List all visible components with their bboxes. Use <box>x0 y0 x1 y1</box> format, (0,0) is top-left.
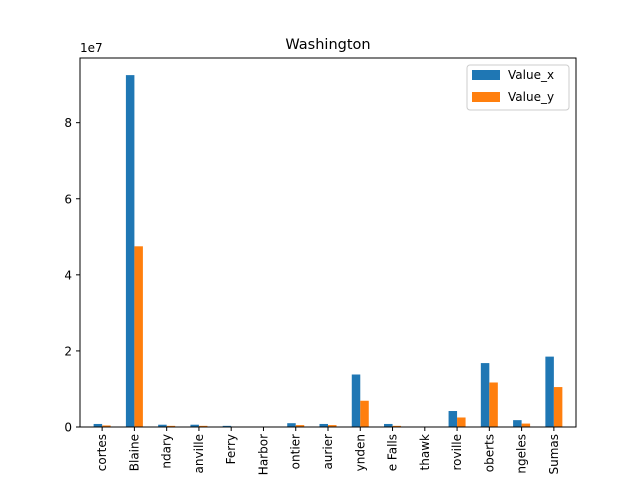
x-tick-label: cortes <box>95 434 109 471</box>
x-tick-label: Blaine <box>127 434 141 471</box>
x-tick-label: anville <box>192 434 206 473</box>
x-tick-label: Sumas <box>547 434 561 475</box>
legend: Value_x Value_y <box>466 64 570 111</box>
bar-value-x-4 <box>222 425 232 427</box>
chart-title: Washington <box>285 37 370 53</box>
plot-area-frame <box>79 57 577 428</box>
legend-label-value-y: Value_y <box>508 90 554 104</box>
bar-value-y-7 <box>328 425 337 427</box>
bar-value-x-11 <box>448 411 458 427</box>
y-tick-label: 4 <box>64 268 72 282</box>
x-tick-label: ndary <box>160 434 174 469</box>
x-tick-label: oberts <box>482 434 496 472</box>
bar-value-x-3 <box>190 424 199 427</box>
x-tick-label: Ferry <box>224 434 238 464</box>
bar-value-x-12 <box>480 363 490 427</box>
x-tick-label: roville <box>450 434 464 471</box>
y-axis-ticks: 0 2 4 6 8 <box>64 116 80 435</box>
legend-label-value-x: Value_x <box>508 68 554 82</box>
x-tick-label: ontier <box>289 434 303 469</box>
bar-value-y-8 <box>360 400 369 427</box>
bar-value-y-1 <box>134 246 143 427</box>
y-tick-label: 8 <box>64 116 72 130</box>
bar-value-y-14 <box>553 387 563 427</box>
x-tick-label: Harbor <box>256 434 270 475</box>
legend-swatch-value-y <box>472 92 500 102</box>
bars-layer <box>93 75 563 428</box>
bar-value-y-9 <box>392 425 402 427</box>
bar-value-y-0 <box>102 425 111 427</box>
y-tick-label: 0 <box>64 421 72 435</box>
x-tick-label: aurier <box>321 434 335 470</box>
bar-value-x-1 <box>125 75 135 428</box>
bar-value-x-8 <box>351 374 361 427</box>
bar-value-y-6 <box>295 425 305 427</box>
bar-value-y-11 <box>457 417 466 427</box>
x-axis-ticks: cortes Blaine ndary anville Ferry Harbor ontie… <box>95 427 561 475</box>
y-axis-offset-text: 1e7 <box>80 41 103 55</box>
y-tick-label: 6 <box>64 192 72 206</box>
bar-value-x-14 <box>545 356 554 427</box>
x-tick-label: thawk <box>418 434 432 470</box>
bar-value-x-13 <box>513 420 522 427</box>
bar-value-x-6 <box>287 423 296 427</box>
bar-value-x-2 <box>158 424 167 427</box>
bar-value-x-9 <box>384 423 393 427</box>
legend-swatch-value-x <box>472 70 500 80</box>
bar-value-y-2 <box>166 425 176 427</box>
bar-value-y-3 <box>198 425 208 427</box>
x-tick-label: ngeles <box>515 434 529 474</box>
bar-value-x-7 <box>319 423 328 427</box>
bar-value-y-12 <box>489 382 498 427</box>
bar-value-y-13 <box>521 423 531 427</box>
x-tick-label: ynden <box>353 434 367 471</box>
x-tick-label: e Falls <box>386 434 400 471</box>
bar-value-x-0 <box>93 423 103 427</box>
y-tick-label: 2 <box>64 344 72 358</box>
